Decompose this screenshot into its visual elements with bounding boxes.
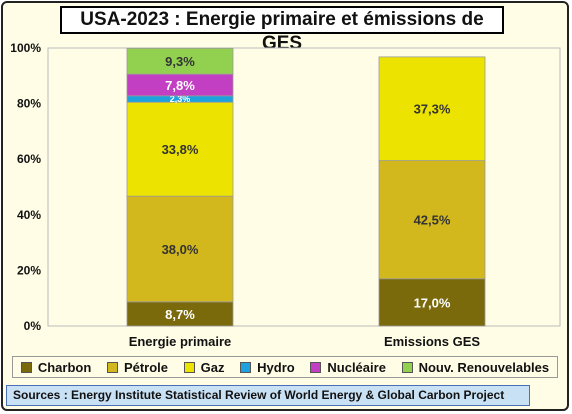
bar-segment: [378, 278, 486, 327]
data-label: 33,8%: [162, 142, 199, 157]
x-category-label: Emissions GES: [384, 334, 480, 349]
data-label: 2,3%: [170, 94, 191, 104]
data-label: 7,8%: [165, 78, 195, 93]
legend-swatch: [106, 361, 118, 373]
x-category-label: Energie primaire: [129, 334, 232, 349]
legend-label: Charbon: [37, 359, 92, 375]
legend-swatch: [240, 361, 252, 373]
y-tick-label: 0%: [24, 319, 42, 333]
data-label: 8,7%: [165, 307, 195, 322]
y-tick-label: 60%: [17, 152, 41, 166]
legend-label: Pétrole: [123, 359, 169, 375]
y-tick-label: 20%: [17, 263, 41, 277]
data-label: 9,3%: [165, 54, 195, 69]
legend-swatch: [401, 361, 413, 373]
bar-segment: [378, 56, 486, 161]
y-tick-label: 100%: [10, 41, 41, 55]
legend-swatch: [310, 361, 322, 373]
bar-segment: [126, 47, 234, 75]
legend-item: Pétrole: [106, 359, 169, 375]
legend-item: Hydro: [240, 360, 295, 375]
legend-label: Nouv. Renouvelables: [418, 359, 550, 375]
legend-swatch: [183, 361, 195, 373]
legend-label: Nucléaire: [327, 359, 386, 375]
data-label: 37,3%: [414, 102, 451, 117]
legend-item: Nucléaire: [310, 360, 386, 375]
data-label: 38,0%: [162, 242, 199, 257]
data-label: 42,5%: [414, 213, 451, 228]
chart-legend: Charbon Pétrole Gaz Hydro Nucléaire Nouv. Ren…: [12, 356, 558, 378]
legend-item: Charbon: [20, 359, 92, 375]
legend-item: Gaz: [183, 359, 225, 375]
source-note: Sources : Energy Institute Statistical R…: [6, 385, 530, 406]
source-text: Sources : Energy Institute Statistical R…: [13, 388, 505, 402]
legend-item: Nouv. Renouvelables: [401, 359, 550, 375]
legend-swatch: [20, 361, 32, 373]
legend-label: Hydro: [257, 359, 295, 375]
legend-label: Gaz: [200, 359, 225, 375]
data-label: 17,0%: [414, 295, 451, 310]
chart-title: USA-2023 : Energie primaire et émissions…: [60, 6, 504, 54]
y-tick-label: 80%: [17, 97, 41, 111]
y-tick-label: 40%: [17, 208, 41, 222]
